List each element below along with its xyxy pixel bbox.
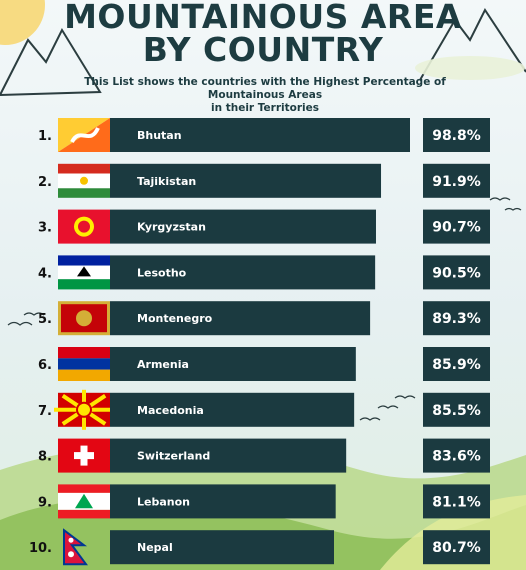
birds-icon [359, 395, 416, 421]
bar-lebanon [110, 484, 336, 519]
value-label: 83.6% [432, 449, 481, 465]
country-label: Lesotho [137, 266, 187, 279]
country-label: Tajikistan [137, 175, 196, 188]
tajikistan-flag-icon [58, 163, 110, 198]
rank-label: 5. [38, 312, 52, 327]
country-label: Switzerland [137, 450, 210, 463]
value-box [423, 438, 490, 473]
value-label: 90.5% [432, 265, 481, 281]
montenegro-flag-icon [58, 301, 110, 336]
nepal-flag-icon [63, 528, 88, 566]
value-box [423, 301, 490, 336]
value-label: 98.8% [432, 128, 481, 144]
bar-armenia [110, 347, 356, 381]
rank-label: 6. [38, 358, 52, 373]
value-label: 85.5% [432, 403, 481, 419]
armenia-flag-icon [58, 347, 110, 381]
bar-lesotho [110, 255, 376, 290]
subtitle-line-1: This List shows the countries with the H… [84, 76, 446, 101]
value-box [423, 392, 490, 427]
mountain-right [419, 8, 526, 81]
value-box [423, 209, 490, 244]
value-box [423, 530, 490, 565]
page-subtitle: This List shows the countries with the H… [60, 76, 470, 115]
bhutan-flag-icon [58, 118, 110, 152]
bar-montenegro [110, 301, 371, 336]
switzerland-flag-icon [58, 438, 110, 473]
rank-label: 1. [38, 129, 52, 144]
rank-label: 2. [38, 175, 52, 190]
value-label: 80.7% [432, 540, 481, 556]
birds-icon [489, 197, 522, 211]
birds-icon [7, 312, 45, 326]
bar-tajikistan [110, 163, 382, 198]
bar-bhutan [110, 118, 410, 152]
value-box [423, 118, 490, 152]
value-label: 81.1% [432, 494, 481, 510]
value-label: 85.9% [432, 357, 481, 373]
value-label: 91.9% [432, 174, 481, 190]
bar-kyrgyzstan [110, 209, 376, 244]
rank-label: 3. [38, 221, 52, 236]
value-box [423, 347, 490, 381]
bar-switzerland [110, 438, 347, 473]
country-label: Nepal [137, 541, 173, 554]
value-label: 89.3% [432, 311, 481, 327]
rank-label: 8. [38, 450, 52, 465]
page-title-line-2: BY COUNTRY [142, 30, 384, 69]
value-label: 90.7% [432, 220, 481, 236]
country-label: Macedonia [137, 404, 204, 417]
sun-icon [0, 0, 45, 45]
value-box [423, 255, 490, 290]
country-label: Montenegro [137, 312, 213, 325]
country-label: Armenia [137, 358, 189, 371]
rank-label: 4. [38, 266, 52, 281]
bar-macedonia [110, 392, 355, 427]
bar-nepal [110, 530, 334, 565]
mountain-left [0, 27, 102, 97]
macedonia-flag-icon [54, 389, 114, 430]
country-label: Kyrgyzstan [137, 221, 206, 234]
country-label: Lebanon [137, 495, 190, 508]
value-box [423, 163, 490, 198]
kyrgyzstan-flag-icon [58, 209, 110, 244]
rank-label: 9. [38, 495, 52, 510]
lebanon-flag-icon [58, 484, 110, 519]
country-label: Bhutan [137, 129, 182, 142]
rank-label: 7. [38, 404, 52, 419]
lesotho-flag-icon [58, 255, 110, 290]
cloud-right [415, 56, 525, 80]
subtitle-line-2: in their Territories [210, 102, 319, 114]
page-title-line-1: MOUNTAINOUS AREA [64, 0, 462, 36]
rank-label: 10. [29, 541, 52, 556]
value-box [423, 484, 490, 519]
